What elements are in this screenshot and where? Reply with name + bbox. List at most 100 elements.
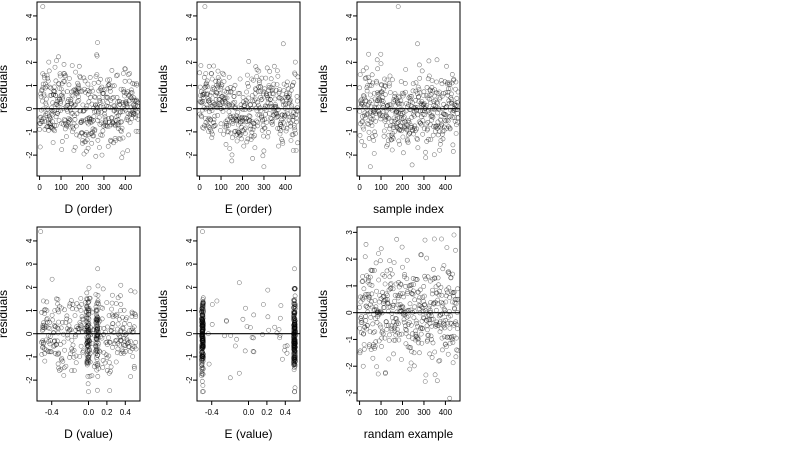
data-point xyxy=(436,107,442,112)
data-point xyxy=(384,123,389,129)
data-point xyxy=(85,145,91,151)
data-point xyxy=(383,370,388,375)
data-point xyxy=(61,373,67,378)
data-point xyxy=(118,301,124,307)
data-point xyxy=(372,129,377,135)
data-point xyxy=(46,332,51,338)
data-point xyxy=(83,132,89,138)
data-point xyxy=(251,124,257,130)
data-point xyxy=(271,63,277,69)
data-point xyxy=(69,306,75,312)
data-point xyxy=(426,73,432,79)
data-point xyxy=(413,80,419,86)
x-tick-label: -0.4 xyxy=(205,408,219,417)
data-point xyxy=(74,91,80,97)
data-point xyxy=(294,115,299,121)
data-point xyxy=(76,86,82,91)
data-point xyxy=(206,124,212,130)
data-point xyxy=(224,95,230,101)
data-point xyxy=(440,266,446,272)
data-point xyxy=(275,114,280,120)
data-point xyxy=(378,309,383,314)
data-point xyxy=(270,118,276,124)
data-point xyxy=(96,301,101,307)
data-point xyxy=(436,282,441,288)
data-point xyxy=(444,344,449,349)
data-point xyxy=(59,147,65,152)
data-point xyxy=(295,108,301,114)
data-point xyxy=(244,324,250,329)
data-point xyxy=(381,128,387,134)
data-point xyxy=(442,322,448,328)
data-point xyxy=(89,119,95,125)
data-point xyxy=(434,57,440,63)
y-tick-label: 4 xyxy=(185,238,194,243)
data-point xyxy=(392,298,397,304)
data-point xyxy=(76,94,81,100)
data-point xyxy=(370,330,376,336)
data-point xyxy=(266,111,272,116)
data-point xyxy=(389,323,394,329)
data-point xyxy=(431,124,436,129)
data-point xyxy=(38,91,43,97)
data-point xyxy=(96,79,101,85)
data-point xyxy=(377,310,383,315)
data-point xyxy=(46,117,51,122)
data-point xyxy=(292,330,298,336)
data-point xyxy=(97,145,102,150)
data-point xyxy=(267,91,272,97)
data-point xyxy=(434,307,439,313)
data-point xyxy=(56,319,61,325)
data-point xyxy=(42,307,48,312)
data-point xyxy=(437,358,443,363)
data-point xyxy=(97,98,103,103)
data-point xyxy=(249,335,255,340)
data-point xyxy=(107,123,112,129)
data-point xyxy=(86,285,92,291)
data-point xyxy=(119,125,125,131)
data-point xyxy=(434,378,440,384)
data-point xyxy=(258,84,264,90)
data-point xyxy=(200,345,206,350)
data-point xyxy=(442,307,448,313)
data-point xyxy=(291,331,297,337)
data-point xyxy=(367,274,373,280)
data-point xyxy=(278,128,284,134)
data-point xyxy=(209,129,214,135)
data-point xyxy=(394,316,399,322)
data-point xyxy=(258,108,264,113)
data-point xyxy=(62,73,68,79)
data-point xyxy=(84,335,90,340)
data-point xyxy=(53,123,59,128)
data-point xyxy=(115,326,120,332)
data-point xyxy=(94,312,99,318)
data-point xyxy=(86,389,91,395)
data-point xyxy=(418,102,424,108)
data-point xyxy=(123,91,129,96)
y-tick-label: 2 xyxy=(185,285,194,290)
data-point xyxy=(78,296,84,301)
data-point xyxy=(100,128,106,134)
data-point xyxy=(370,110,376,115)
data-point xyxy=(215,68,221,74)
data-point xyxy=(422,302,428,307)
x-axis-title: E (order) xyxy=(225,202,272,216)
data-point xyxy=(295,140,300,146)
x-axis-title: E (value) xyxy=(224,427,272,441)
y-tick-label: 3 xyxy=(185,261,194,266)
data-point xyxy=(73,69,78,75)
data-point xyxy=(427,307,433,313)
data-point xyxy=(73,353,79,359)
data-point xyxy=(378,324,384,330)
data-point xyxy=(369,116,374,122)
data-point xyxy=(239,136,244,142)
data-point xyxy=(431,152,437,158)
data-point xyxy=(280,120,286,125)
data-point xyxy=(423,372,429,378)
data-point xyxy=(132,81,137,87)
data-point xyxy=(248,102,253,108)
data-point xyxy=(292,59,298,65)
data-point xyxy=(110,321,116,327)
y-tick-label: 3 xyxy=(25,36,34,41)
data-point xyxy=(207,92,213,98)
